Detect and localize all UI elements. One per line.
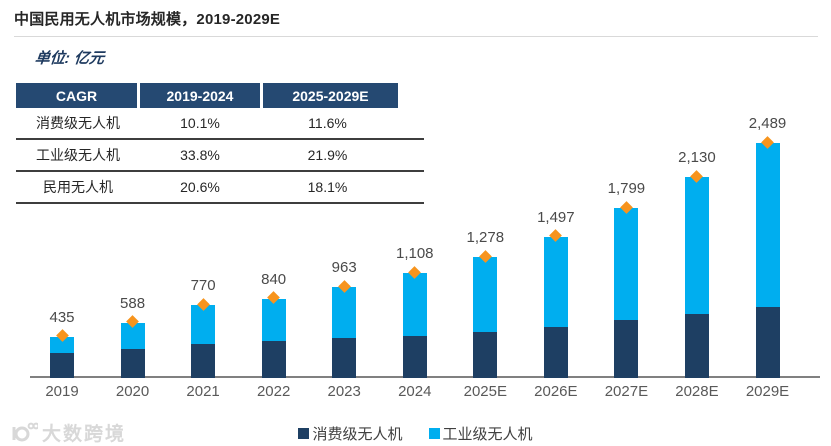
bar-value-label: 770 (190, 277, 216, 295)
cagr-header-cell: CAGR (16, 83, 137, 108)
bar-value-label: 588 (120, 294, 146, 312)
x-axis-tick-label: 2023 (327, 383, 361, 400)
industrial-segment (402, 273, 427, 337)
consumer-segment (543, 327, 568, 378)
watermark: 大数跨境 (8, 419, 126, 446)
table-row: 工业级无人机 33.8% 21.9% (16, 140, 424, 172)
table-cell: 民用无人机 (43, 179, 113, 195)
bar-value-label: 2,489 (748, 115, 787, 133)
cagr-table: CAGR 2019-2024 2025-2029E 消费级无人机 10.1% 11.… (16, 83, 424, 204)
legend-item-industrial: 工业级无人机 (428, 423, 533, 444)
table-cell: 18.1% (307, 179, 348, 195)
table-cell: 11.6% (308, 115, 347, 131)
industrial-segment (332, 287, 357, 338)
industrial-segment (614, 208, 639, 321)
bar-2026E (543, 236, 568, 378)
bar-value-label: 840 (261, 270, 287, 288)
x-axis-tick-label: 2025E (463, 383, 507, 400)
bar-value-label: 2,130 (678, 149, 716, 167)
x-axis-tick-label: 2021 (186, 383, 220, 400)
table-cell: 10.1% (180, 115, 220, 131)
bar-2029E (755, 143, 780, 378)
industrial-segment (473, 257, 498, 332)
industrial-segment (755, 143, 780, 307)
consumer-segment (50, 352, 74, 378)
title-divider (14, 36, 818, 37)
cagr-table-header: CAGR 2019-2024 2025-2029E (16, 83, 424, 108)
x-axis-tick-label: 2029E (745, 383, 790, 400)
industrial-segment (684, 177, 709, 314)
chart-legend: 消费级无人机 工业级无人机 (0, 423, 831, 443)
table-cell: 20.6% (180, 179, 220, 195)
bar-2021 (191, 305, 216, 378)
bar-2019 (50, 336, 74, 378)
x-axis-tick-label: 2020 (115, 383, 150, 400)
bar-value-label: 1,278 (466, 229, 505, 247)
x-axis-tick-label: 2026E (534, 383, 578, 400)
cagr-header-cell: 2025-2029E (263, 83, 398, 108)
bar-value-label: 963 (331, 259, 357, 277)
bar-2025E (473, 257, 498, 378)
industrial-segment (191, 305, 216, 344)
bar-2028E (684, 177, 709, 378)
legend-label: 工业级无人机 (442, 425, 533, 443)
x-axis-tick-label: 2024 (398, 383, 432, 400)
bar-2027E (614, 208, 639, 378)
industrial-segment (261, 298, 286, 341)
legend-item-consumer: 消费级无人机 (298, 423, 403, 444)
bar-2024 (402, 273, 427, 378)
watermark-logo-icon (12, 422, 38, 441)
legend-label: 消费级无人机 (312, 425, 403, 443)
bar-2022 (261, 298, 286, 378)
bar-2020 (120, 322, 145, 378)
table-cell: 工业级无人机 (36, 147, 120, 163)
bar-value-label: 1,799 (607, 180, 646, 198)
x-axis-tick-label: 2028E (675, 383, 719, 400)
bar-value-label: 1,108 (395, 245, 434, 263)
cagr-table-body: 消费级无人机 10.1% 11.6% 工业级无人机 33.8% 21.9% 民用无人机 20.… (16, 108, 424, 204)
table-cell: 21.9% (307, 147, 348, 163)
page-title: 中国民用无人机市场规模，2019-2029E (14, 11, 281, 28)
consumer-segment (261, 340, 286, 378)
consumer-segment (332, 337, 357, 378)
industrial-segment (50, 336, 74, 353)
industrial-segment (543, 236, 568, 328)
watermark-text: 大数跨境 (42, 424, 127, 445)
table-row: 消费级无人机 10.1% 11.6% (16, 108, 424, 140)
cagr-header-cell: 2019-2024 (140, 83, 260, 108)
consumer-segment (191, 343, 216, 378)
x-axis-tick-label: 2027E (604, 383, 649, 400)
bar-value-label: 1,497 (537, 208, 575, 226)
consumer-segment (473, 331, 498, 378)
table-cell: 消费级无人机 (36, 115, 120, 131)
table-cell: 33.8% (180, 147, 220, 163)
consumer-segment (755, 306, 780, 378)
x-axis-tick-label: 2019 (45, 383, 79, 400)
consumer-segment (684, 313, 709, 378)
consumer-segment (614, 320, 639, 378)
table-row: 民用无人机 20.6% 18.1% (16, 172, 424, 204)
industrial-series-swatch (428, 427, 440, 439)
consumer-series-swatch (298, 427, 310, 439)
bar-value-label: 435 (49, 308, 75, 326)
unit-label: 单位: 亿元 (34, 50, 105, 67)
consumer-segment (120, 349, 145, 378)
consumer-segment (402, 336, 427, 378)
bar-2023 (332, 287, 357, 378)
x-axis-tick-label: 2022 (256, 383, 291, 400)
